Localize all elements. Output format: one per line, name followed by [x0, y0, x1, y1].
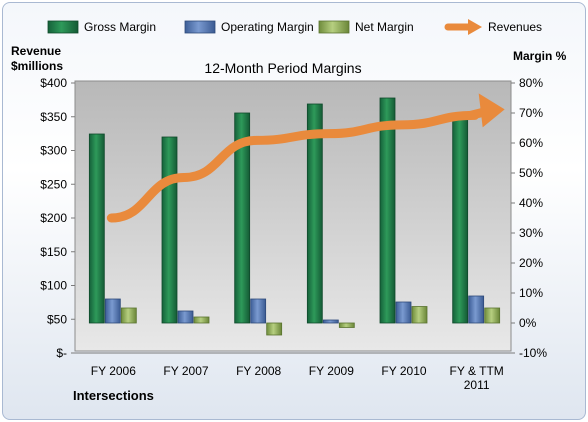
left-axis-title-line2: $millions: [11, 59, 63, 73]
revenue-line: [106, 93, 505, 223]
right-tick-label: 10%: [519, 286, 543, 300]
bar-operating-margin: [322, 319, 339, 324]
right-axis-title: Margin %: [513, 49, 567, 63]
bar-gross-margin: [306, 103, 323, 324]
revenue-line-path: [106, 110, 480, 223]
left-tick-label: $250: [40, 177, 67, 191]
legend: Gross Margin Operating Margin Net Margin Re…: [47, 19, 542, 35]
plot-area: [74, 80, 512, 352]
left-tick-label: $200: [40, 211, 67, 225]
category-label: FY 2008: [236, 364, 281, 378]
left-axis-title-line1: Revenue: [11, 44, 61, 58]
category-label: FY & TTM 2011: [450, 364, 504, 392]
bar-net-margin: [120, 307, 137, 324]
bar-net-margin: [266, 322, 283, 336]
legend-swatch-net-margin: [318, 20, 350, 34]
chart-title: 12-Month Period Margins: [204, 60, 361, 76]
margins-chart: 12-Month Period Margins Revenue $million…: [11, 19, 567, 403]
bar-operating-margin: [395, 301, 412, 324]
bar-gross-margin: [379, 97, 396, 324]
left-tick-label: $50: [47, 312, 67, 326]
right-tick-label: 20%: [519, 256, 543, 270]
legend-label: Revenues: [488, 20, 542, 34]
legend-swatch-operating-margin: [184, 20, 216, 34]
bar-operating-margin: [177, 310, 194, 324]
bar-gross-margin: [452, 112, 469, 324]
left-tick-label: $100: [40, 279, 67, 293]
right-axis-ticks: -10% 0% 10% 20% 30% 40% 50% 60% 70% 80%: [511, 76, 547, 360]
legend-label: Gross Margin: [84, 20, 156, 34]
footer-label: Intersections: [73, 388, 154, 403]
bar-operating-margin: [250, 298, 267, 324]
bar-net-margin: [193, 316, 210, 324]
right-tick-label: 0%: [519, 316, 537, 330]
bar-operating-margin: [104, 298, 121, 324]
left-tick-label: $400: [40, 76, 67, 90]
right-tick-label: 50%: [519, 166, 543, 180]
category-label: FY 2009: [309, 364, 354, 378]
left-tick-label: $-: [56, 346, 67, 360]
bars: [88, 97, 501, 336]
revenue-arrow-head: [478, 93, 505, 128]
bar-gross-margin: [88, 133, 105, 324]
category-label: FY 2010: [381, 364, 426, 378]
bar-gross-margin: [161, 136, 178, 324]
legend-swatch-gross-margin: [47, 20, 79, 34]
bar-gross-margin: [234, 112, 251, 324]
category-label: FY 2007: [163, 364, 208, 378]
bar-net-margin: [411, 306, 428, 324]
right-tick-label: 30%: [519, 226, 543, 240]
right-tick-label: -10%: [519, 346, 547, 360]
legend-label: Operating Margin: [221, 20, 314, 34]
right-tick-label: 60%: [519, 136, 543, 150]
bar-operating-margin: [468, 295, 485, 324]
left-tick-label: $150: [40, 245, 67, 259]
right-tick-label: 70%: [519, 106, 543, 120]
legend-label: Net Margin: [355, 20, 414, 34]
right-tick-label: 40%: [519, 196, 543, 210]
category-label: FY 2006: [91, 364, 136, 378]
right-tick-label: 80%: [519, 76, 543, 90]
category-labels: FY 2006 FY 2007 FY 2008 FY 2009 FY 2010 FY & …: [91, 364, 504, 392]
bar-net-margin: [484, 307, 501, 324]
left-tick-label: $300: [40, 144, 67, 158]
left-axis-ticks: $- $50 $100 $150 $200 $250 $300 $350 $400: [40, 76, 75, 360]
left-tick-label: $350: [40, 110, 67, 124]
bar-net-margin: [338, 322, 355, 328]
legend-swatch-arrow: [468, 19, 482, 35]
